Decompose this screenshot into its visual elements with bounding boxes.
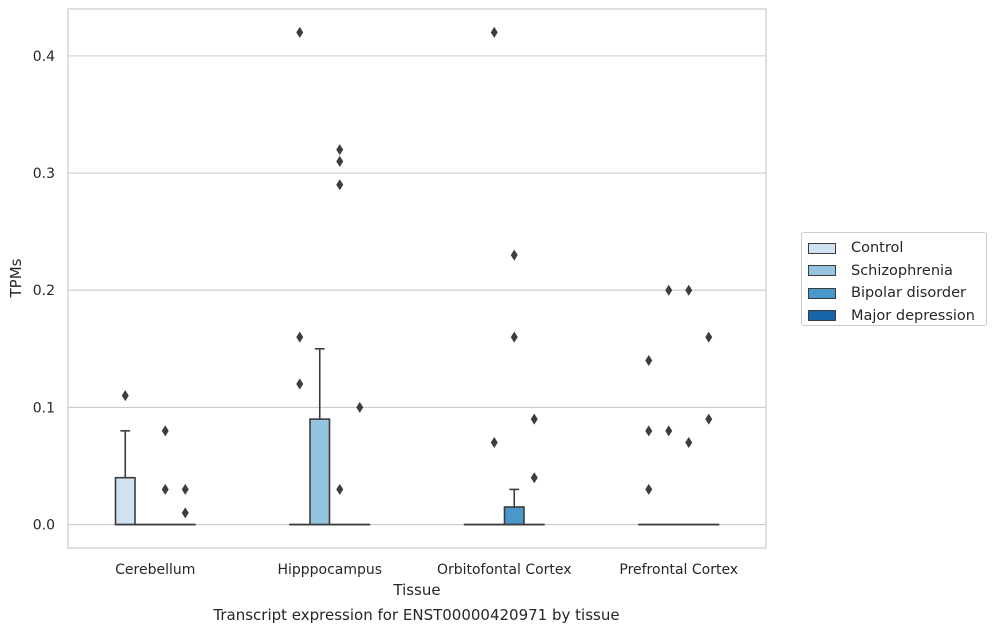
box-group	[638, 355, 660, 526]
outlier-point	[181, 507, 189, 519]
outlier-point	[490, 26, 498, 38]
outlier-point	[510, 249, 518, 261]
outlier-point	[296, 378, 304, 390]
outlier-point	[705, 331, 713, 343]
outlier-point	[665, 284, 673, 296]
box-group	[658, 284, 680, 526]
grid-lines	[68, 55, 766, 526]
outlier-point	[645, 483, 653, 495]
outlier-point	[336, 144, 344, 156]
x-tick-label: Prefrontal Cortex	[619, 562, 738, 578]
outlier-point	[296, 331, 304, 343]
outlier-point	[336, 483, 344, 495]
box-group	[309, 348, 331, 526]
outlier-point	[530, 413, 538, 425]
legend-item: Control	[802, 237, 986, 260]
box	[114, 476, 136, 526]
y-tick-label: 0.4	[33, 49, 55, 65]
box-group	[329, 144, 351, 526]
legend-item: Schizophrenia	[802, 260, 986, 283]
outlier-point	[530, 472, 538, 484]
outlier-point	[645, 425, 653, 437]
box	[503, 506, 525, 526]
outlier-point	[705, 413, 713, 425]
legend-swatch	[808, 265, 836, 277]
outlier-point	[645, 355, 653, 367]
outlier-point	[510, 331, 518, 343]
box-plots	[114, 26, 720, 526]
outlier-point	[181, 483, 189, 495]
legend-label: Bipolar disorder	[851, 285, 966, 302]
y-tick-label: 0.3	[33, 166, 55, 182]
outlier-point	[121, 390, 129, 402]
legend-label: Major depression	[851, 307, 975, 324]
legend-label: Control	[851, 240, 904, 257]
outlier-point	[490, 437, 498, 449]
legend-label: Schizophrenia	[851, 262, 953, 279]
x-tick-label: Hipppocampus	[277, 562, 382, 578]
box-group	[503, 249, 525, 526]
chart-caption: Transcript expression for ENST0000042097…	[213, 606, 620, 624]
legend-swatch	[808, 287, 836, 299]
legend-item: Major depression	[802, 305, 986, 328]
legend-swatch	[808, 310, 836, 322]
outlier-point	[356, 401, 364, 413]
outlier-point	[685, 437, 693, 449]
box-group	[154, 425, 176, 526]
outlier-point	[336, 155, 344, 167]
outlier-point	[161, 425, 169, 437]
outlier-point	[685, 284, 693, 296]
outlier-point	[336, 179, 344, 191]
plot-frame	[67, 8, 767, 549]
y-tick-label: 0.2	[33, 283, 55, 299]
box-group	[678, 284, 700, 526]
box-group	[114, 390, 136, 526]
legend-item: Bipolar disorder	[802, 282, 986, 305]
legend: Control Schizophrenia Bipolar disorder Majo…	[801, 232, 987, 326]
x-tick-label: Orbitofontal Cortex	[437, 562, 572, 578]
box-group	[349, 401, 371, 526]
y-tick-labels: 0.0 0.1 0.2 0.3 0.4	[33, 49, 55, 534]
outlier-point	[296, 26, 304, 38]
outlier-point	[161, 483, 169, 495]
y-tick-label: 0.0	[33, 518, 55, 534]
legend-swatch	[808, 242, 836, 254]
x-axis-label: Tissue	[392, 581, 440, 599]
y-tick-label: 0.1	[33, 400, 55, 416]
box-group	[289, 26, 311, 526]
box-group	[523, 413, 545, 526]
x-tick-labels: Cerebellum Hipppocampus Orbitofontal Corte…	[115, 562, 738, 578]
box	[309, 418, 331, 526]
box-group	[483, 26, 505, 526]
y-axis-label: TPMs	[7, 258, 25, 298]
box-group	[174, 483, 196, 526]
x-tick-label: Cerebellum	[115, 562, 195, 578]
outlier-point	[665, 425, 673, 437]
box-group	[698, 331, 720, 526]
